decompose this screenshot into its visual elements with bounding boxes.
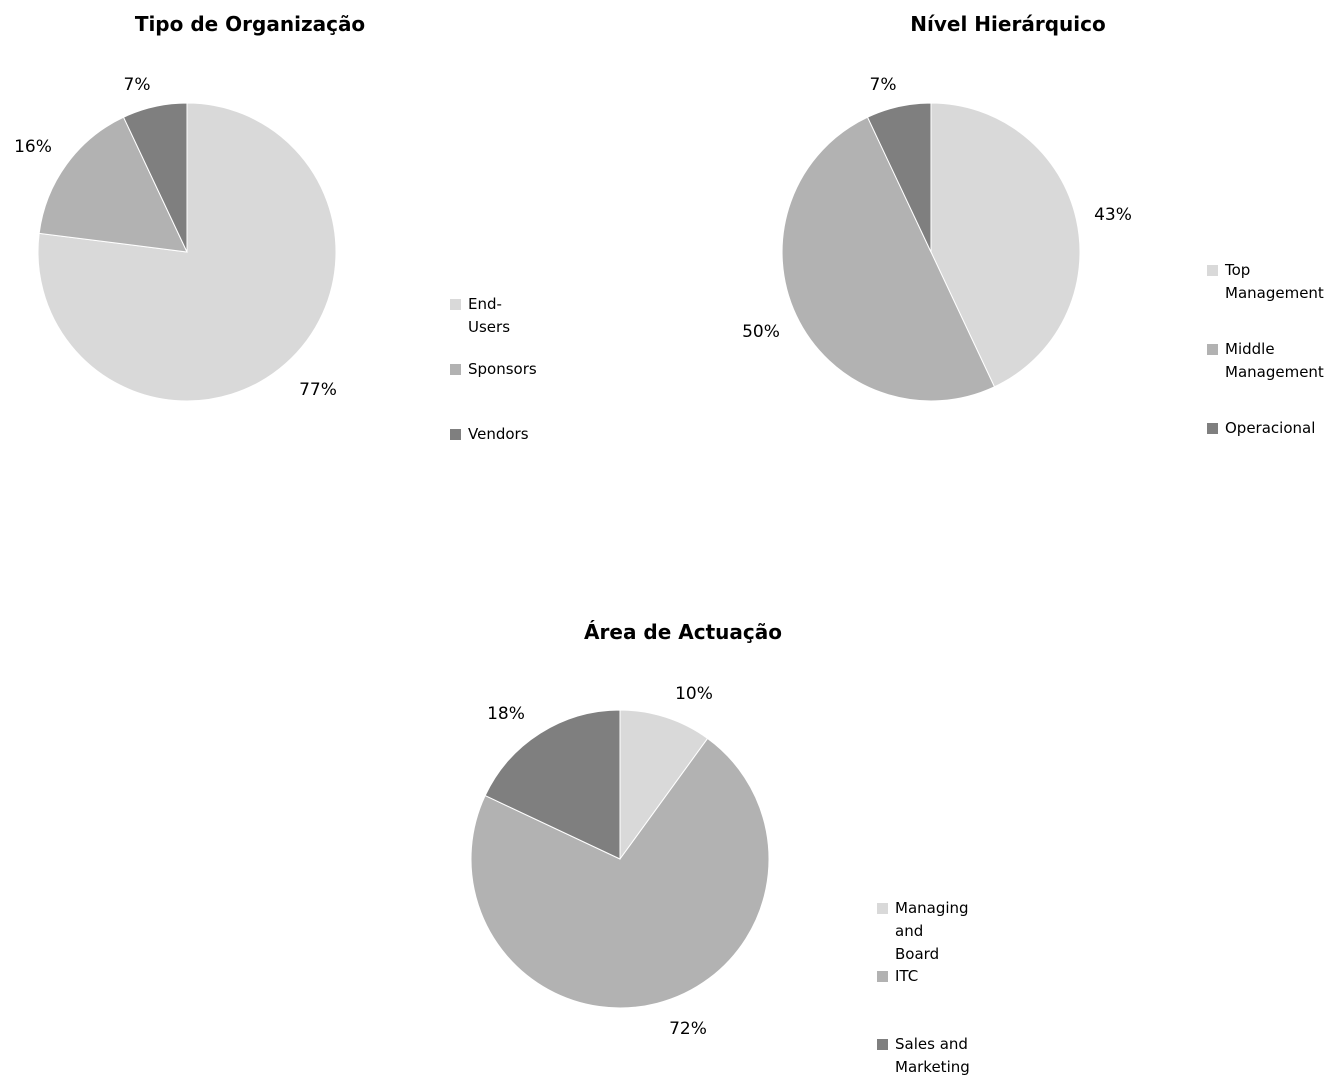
legend-item: Middle Management [1207,338,1324,384]
slice-label: 7% [869,75,897,95]
legend-swatch [1207,423,1218,434]
legend-label: ITC [895,967,919,985]
pie-slice [484,709,621,860]
legend-item: Operacional [1207,417,1315,440]
legend-item: End-Users [450,293,510,339]
legend-label: Middle Management [1225,340,1324,381]
legend-item: Managing and Board [877,897,969,966]
legend-swatch [877,903,888,914]
slice-label: 16% [14,137,52,157]
legend-label: Managing and Board [895,899,969,963]
legend-swatch [450,429,461,440]
pie-svg [470,709,770,1009]
legend-label: Top Management [1225,261,1324,302]
slice-label: 50% [742,322,780,342]
legend-label: Sales and Marketing [895,1035,970,1076]
slice-label: 43% [1094,205,1132,225]
legend-swatch [877,971,888,982]
pie-slice [930,102,1081,388]
legend-item: ITC [877,965,918,988]
legend-label: End-Users [468,295,511,336]
pie-svg [37,102,337,402]
legend-swatch [1207,265,1218,276]
slice-label: 18% [487,704,525,724]
pie-slice [122,102,188,253]
legend-label: Sponsors [468,360,537,378]
slice-label: 72% [669,1019,707,1039]
legend-label: Operacional [1225,419,1316,437]
slice-label: 77% [299,380,337,400]
legend-item: Sponsors [450,358,537,381]
legend-item: Sales and Marketing [877,1033,970,1079]
slice-label: 7% [123,75,151,95]
legend-swatch [450,299,461,310]
pie-slice [866,102,932,253]
legend-label: Vendors [468,425,529,443]
legend-swatch [877,1039,888,1050]
chart-title: Tipo de Organização [134,12,366,36]
pie-slice [619,709,709,861]
legend-item: Vendors [450,423,529,446]
chart-title: Nível Hierárquico [910,12,1106,36]
pie-slice [781,116,996,402]
pie-svg [781,102,1081,402]
legend-swatch [1207,344,1218,355]
slice-label: 10% [675,684,713,704]
legend-item: Top Management [1207,259,1324,305]
pie-slice [470,737,770,1009]
chart-title: Área de Actuação [584,620,782,644]
legend-swatch [450,364,461,375]
pie-slice [38,116,188,253]
